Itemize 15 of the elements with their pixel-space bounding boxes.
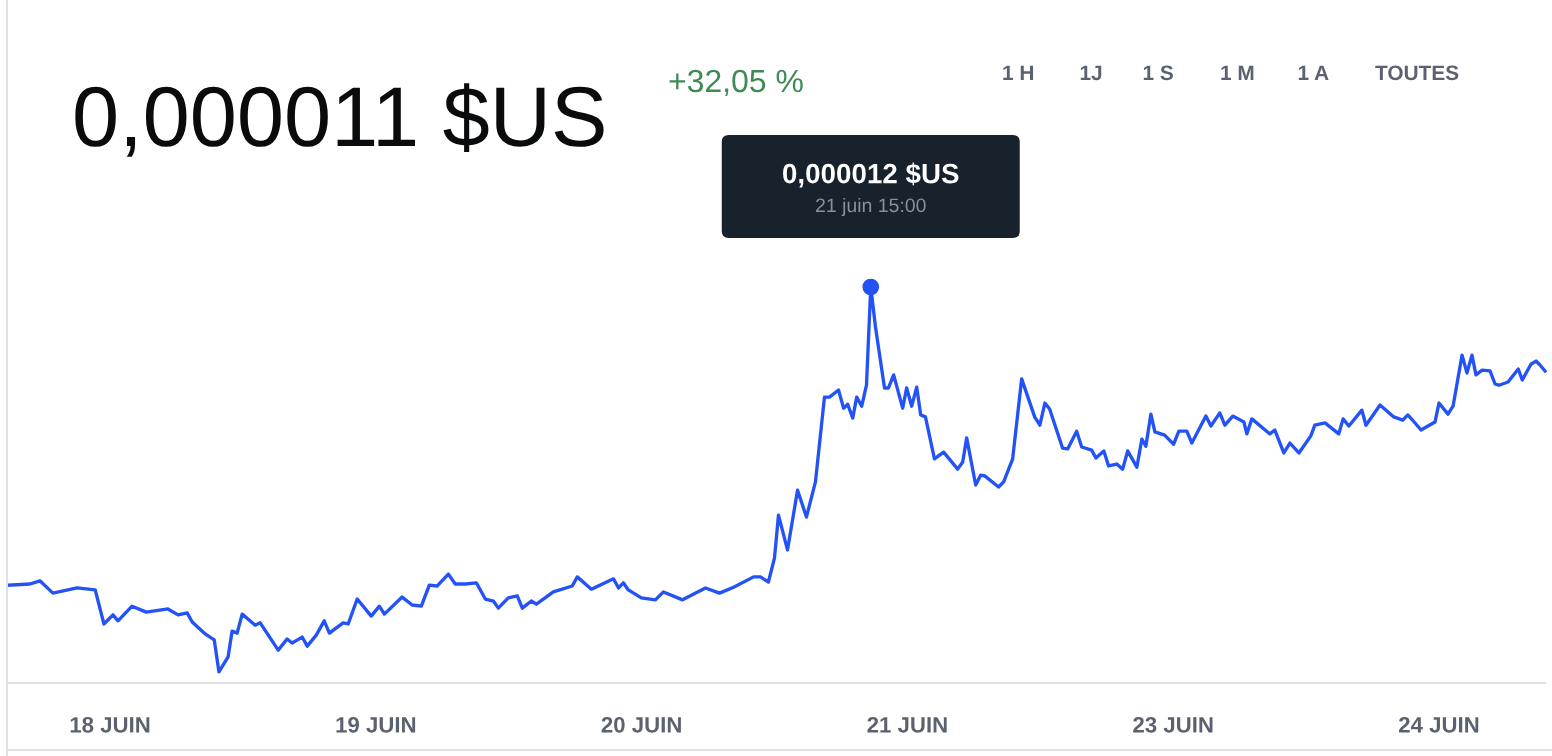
x-tick-label: 18 JUIN	[70, 716, 150, 733]
text: 1 S	[1143, 65, 1173, 81]
text: 1 M	[1221, 65, 1254, 80]
x-tick-label: 21 JUIN	[867, 716, 947, 733]
text: 1 H	[1003, 65, 1034, 80]
text: TOUTES	[1375, 65, 1459, 81]
x-tick-label: 20 JUIN	[601, 716, 681, 733]
chart-title: 0,000011 $US	[75, 83, 604, 157]
text: 1J	[1080, 65, 1102, 81]
x-tick-label: 19 JUIN	[336, 716, 416, 733]
annotation: 0,000012 $US 21 juin 15:00	[783, 162, 959, 217]
text: 1 A	[1298, 65, 1329, 80]
x-tick-label: 23 JUIN	[1133, 716, 1213, 733]
x-tick-label: 24 JUIN	[1399, 716, 1479, 733]
chart-subtitle: +32,05 %	[669, 69, 803, 97]
